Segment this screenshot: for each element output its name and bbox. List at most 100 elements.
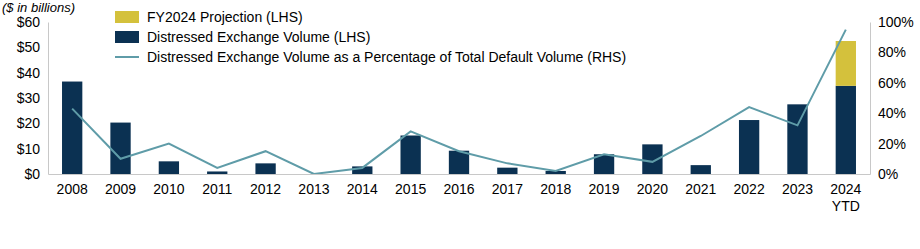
bar [739, 120, 759, 174]
tick: $0 [24, 166, 48, 182]
tick-label: 2011 [202, 181, 232, 197]
plot-marks [62, 30, 856, 174]
tick: 20% [870, 136, 906, 152]
x-axis: 2008 2009 2010 2011 2012 2013 2014 2015 2016 2017… [49, 174, 871, 214]
y-axis: $0 $10 $20 $30 $40 $50 $60 [17, 14, 49, 182]
tick-label-line: 2019 [588, 181, 619, 197]
tick-label: 2012 [250, 181, 281, 197]
legend-item: Distressed Exchange Volume (LHS) [115, 29, 370, 45]
legend-item: FY2024 Projection (LHS) [115, 9, 303, 25]
tick-label: 80% [878, 44, 906, 60]
tick: 2015 [395, 174, 426, 197]
tick-label: 2021 [685, 181, 716, 197]
legend-label: Distressed Exchange Volume (LHS) [147, 29, 370, 45]
tick-label: 40% [878, 105, 906, 121]
tick-label-line: 2022 [734, 181, 765, 197]
tick-label-line: 2016 [443, 181, 474, 197]
tick-label: $50 [17, 39, 41, 55]
legend-label: FY2024 Projection (LHS) [147, 9, 303, 25]
axis-line [870, 23, 871, 175]
tick: 40% [870, 105, 906, 121]
bar [159, 161, 179, 174]
tick-label: 2009 [105, 181, 136, 197]
tick-label: 2016 [443, 181, 474, 197]
tick-label-line: 2011 [202, 181, 232, 197]
tick-label-line: 2013 [298, 181, 329, 197]
tick: $20 [17, 115, 48, 131]
legend-swatch [115, 56, 139, 58]
tick-label: 2013 [298, 181, 329, 197]
legend-swatch [115, 11, 139, 23]
tick-label-line: 2020 [637, 181, 668, 197]
y2-axis: 0% 20% 40% 60% 80% 100% [870, 14, 914, 182]
tick-label-line: 2017 [492, 181, 523, 197]
tick-label: $30 [17, 90, 41, 106]
tick: $30 [17, 90, 48, 106]
tick: 2012 [250, 174, 281, 197]
tick-label: 0% [878, 166, 898, 182]
tick: 60% [870, 75, 906, 91]
bar [207, 171, 227, 174]
tick: 2010 [153, 174, 184, 197]
tick-label: 100% [878, 14, 914, 30]
title: ($ in billions) [2, 0, 75, 15]
tick: 0% [870, 166, 898, 182]
tick: 2013 [298, 174, 329, 197]
tick-label: 2008 [57, 181, 88, 197]
tick-label-line: 2012 [250, 181, 281, 197]
tick-label: $0 [24, 166, 40, 182]
tick-label-line: 2014 [347, 181, 378, 197]
tick: 100% [870, 14, 914, 30]
tick-label-line: 2008 [57, 181, 88, 197]
tick-label-line: 2009 [105, 181, 136, 197]
tick: 2019 [588, 174, 619, 197]
tick-label: $40 [17, 65, 41, 81]
tick-label: 2010 [153, 181, 184, 197]
tick-label: 2015 [395, 181, 426, 197]
bar [787, 104, 807, 174]
bar [255, 163, 275, 174]
tick: 2008 [57, 174, 88, 197]
tick-label-line: 2023 [782, 181, 813, 197]
tick: 2018 [540, 174, 571, 197]
tick-label: $20 [17, 115, 41, 131]
tick: 2020 [637, 174, 668, 197]
tick-label: 2020 [637, 181, 668, 197]
tick: $50 [17, 39, 48, 55]
tick-label-line: 2015 [395, 181, 426, 197]
tick-label: 60% [878, 75, 906, 91]
bar [110, 123, 130, 174]
tick: 2023 [782, 174, 813, 197]
tick: 2017 [492, 174, 523, 197]
bar [62, 82, 82, 174]
tick: $10 [17, 141, 48, 157]
tick-label: 2018 [540, 181, 571, 197]
bar [497, 168, 517, 174]
tick: 2014 [347, 174, 378, 197]
bar [400, 135, 420, 174]
tick-label-line: 2010 [153, 181, 184, 197]
tick-label: $60 [17, 14, 41, 30]
legend-label: Distressed Exchange Volume as a Percenta… [147, 49, 626, 65]
bar [691, 165, 711, 174]
tick: 2011 [202, 174, 232, 197]
tick-label: 2024YTD [830, 181, 861, 215]
tick-label: 2022 [734, 181, 765, 197]
tick-label: 20% [878, 136, 906, 152]
bar [642, 144, 662, 174]
tick: 2021 [685, 174, 716, 197]
bar [836, 41, 856, 86]
bar [449, 151, 469, 174]
tick-label-line: 2018 [540, 181, 571, 197]
legend-item: Distressed Exchange Volume as a Percenta… [115, 49, 626, 65]
tick: 2016 [443, 174, 474, 197]
tick-label: $10 [17, 141, 41, 157]
tick: 80% [870, 44, 906, 60]
axis-line [48, 23, 49, 175]
line [72, 30, 846, 174]
tick: $60 [17, 14, 48, 30]
bar [836, 86, 856, 174]
tick-label: 2019 [588, 181, 619, 197]
tick: 2022 [734, 174, 765, 197]
tick: $40 [17, 65, 48, 81]
